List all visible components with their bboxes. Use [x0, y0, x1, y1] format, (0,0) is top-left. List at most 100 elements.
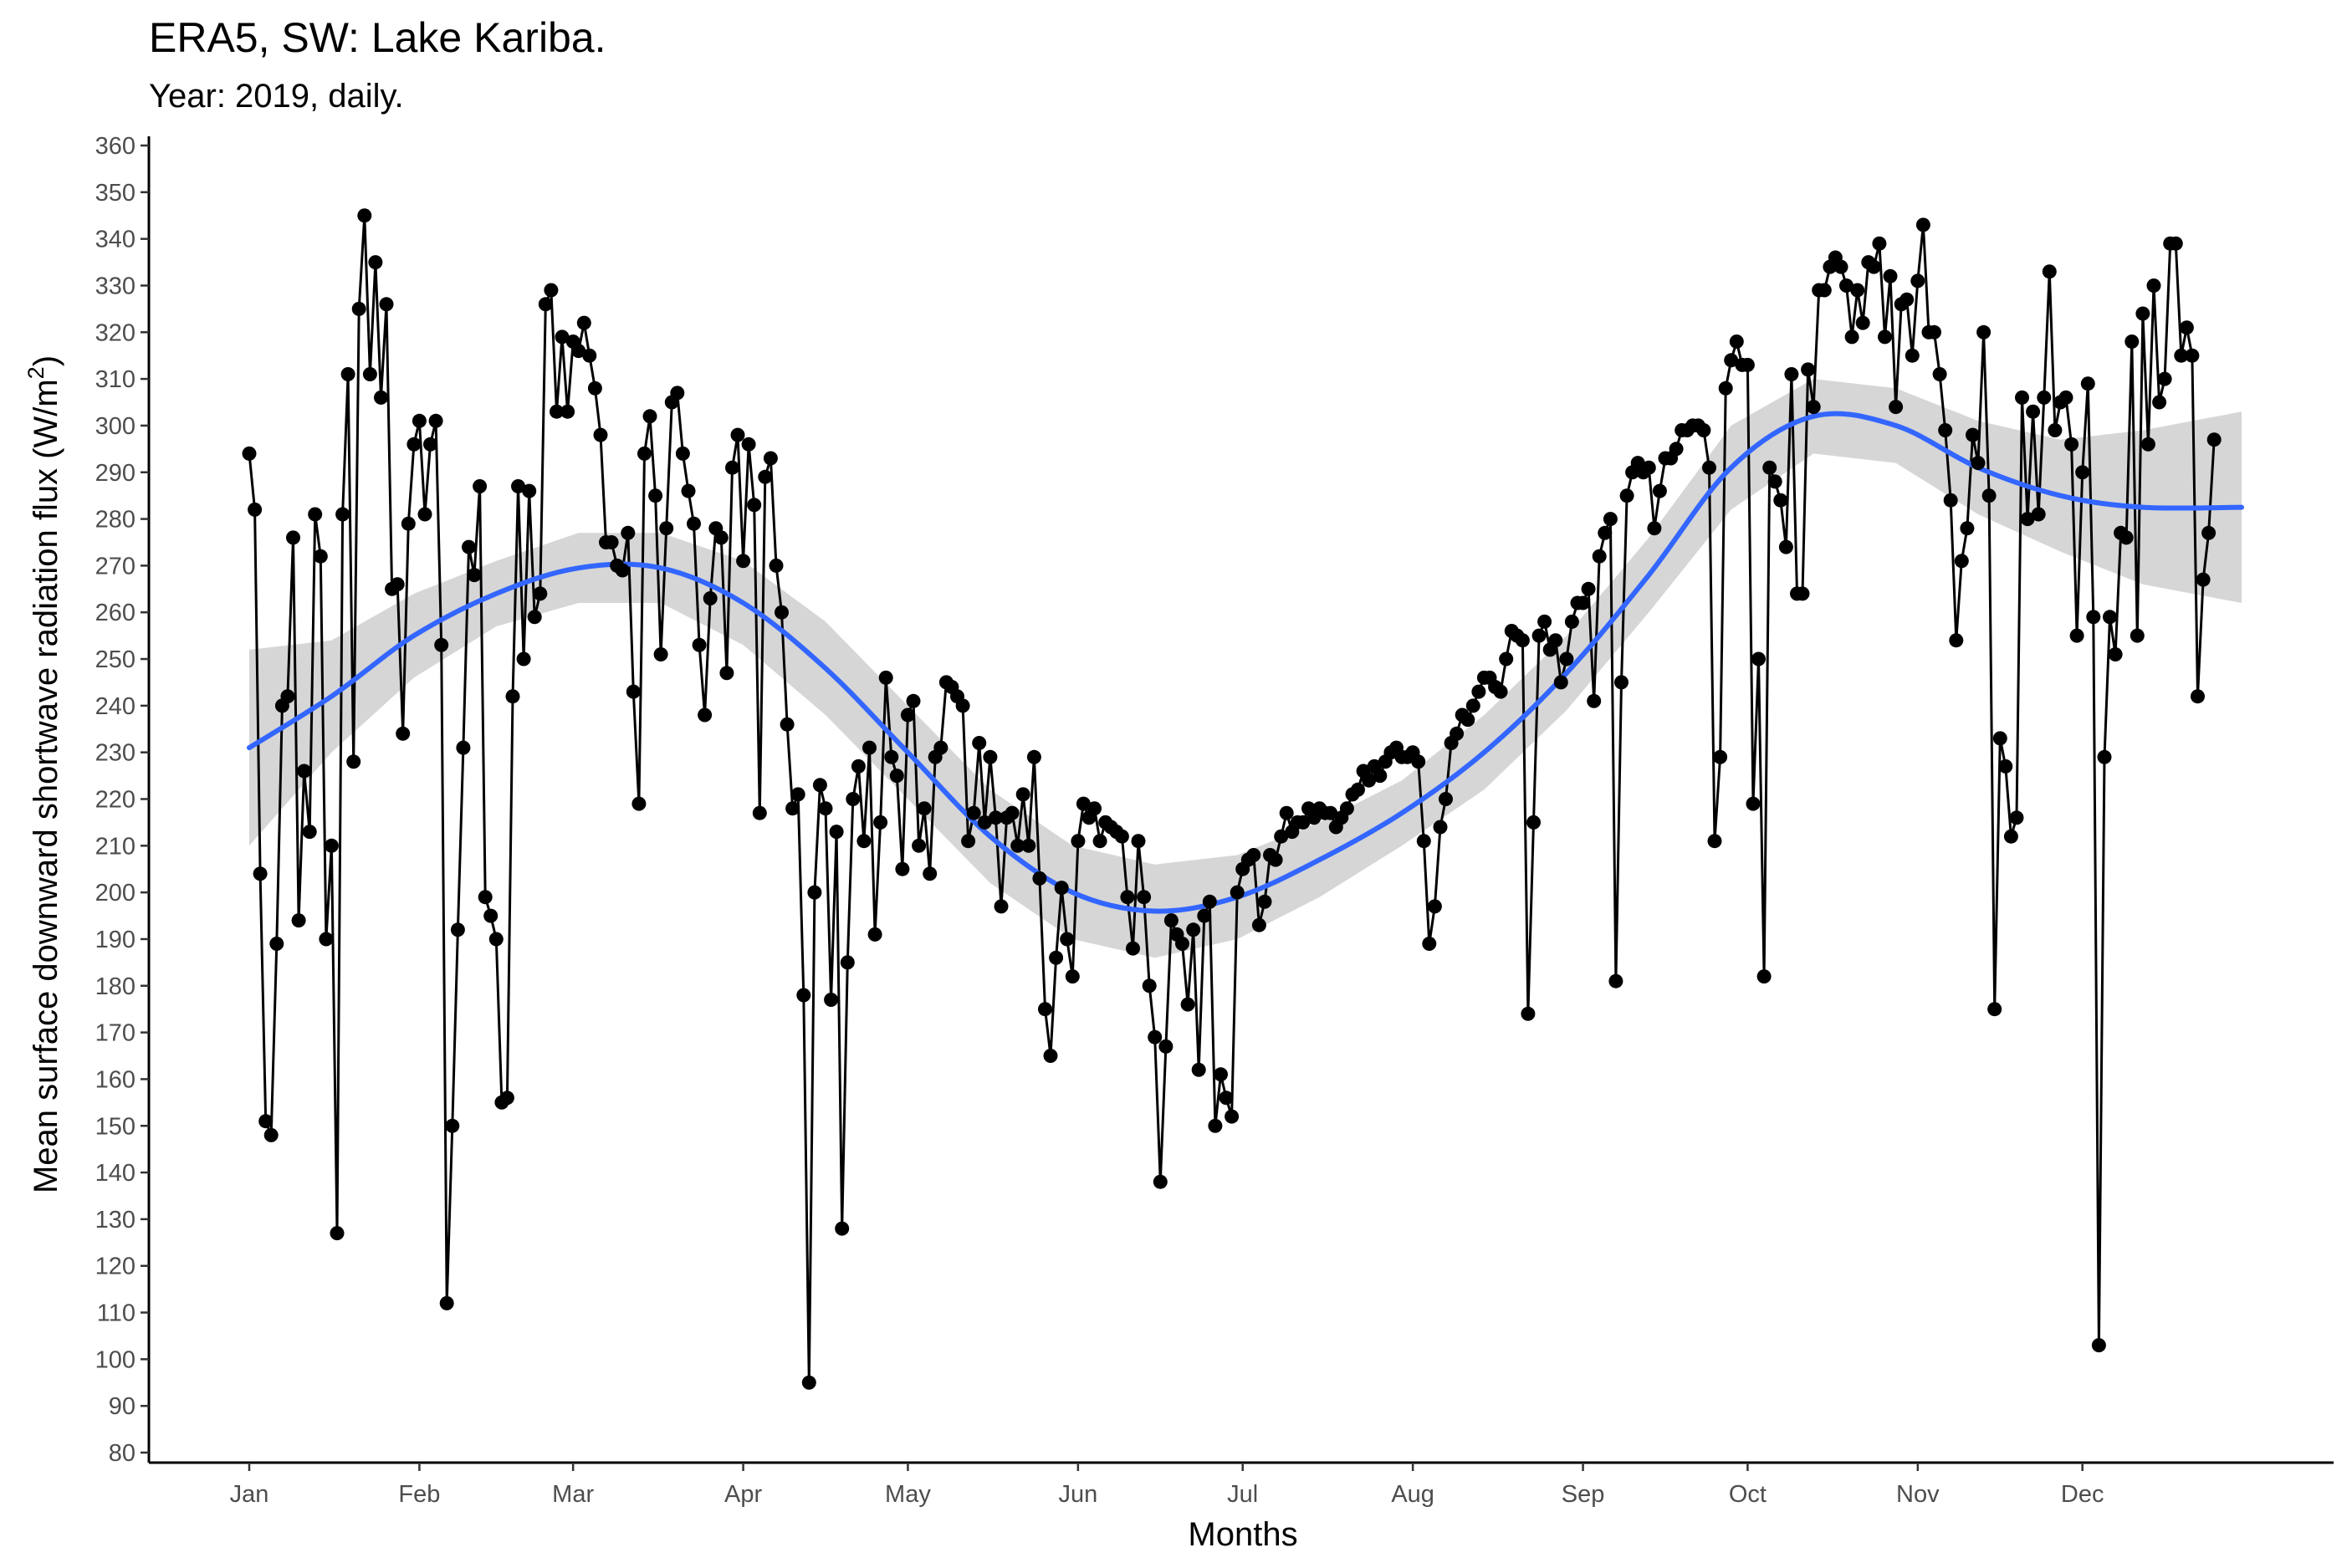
- data-point: [1966, 427, 1980, 442]
- data-point: [1005, 805, 1020, 820]
- data-point: [1740, 357, 1755, 372]
- y-tick-label: 310: [95, 366, 135, 393]
- data-point: [1641, 460, 1656, 475]
- y-tick-label: 290: [95, 460, 135, 487]
- data-point: [1460, 712, 1475, 728]
- x-tick-label: Aug: [1391, 1481, 1434, 1508]
- data-point: [1531, 628, 1547, 643]
- y-tick-label: 320: [95, 319, 135, 346]
- data-point: [2130, 628, 2145, 643]
- data-point: [340, 367, 355, 381]
- data-point: [1801, 362, 1816, 377]
- data-point: [346, 754, 361, 769]
- data-point: [1153, 1174, 1168, 1189]
- data-point: [637, 446, 652, 461]
- data-point: [1559, 651, 1574, 667]
- y-tick-label: 200: [95, 880, 135, 907]
- data-point: [335, 507, 350, 522]
- data-point: [703, 591, 718, 605]
- data-point: [2157, 371, 2172, 386]
- data-point: [1746, 796, 1761, 811]
- data-point: [2020, 512, 2035, 527]
- data-point: [790, 787, 805, 802]
- data-point: [302, 825, 317, 840]
- data-point: [505, 689, 520, 704]
- data-point: [1878, 329, 1892, 345]
- data-point: [1225, 1109, 1240, 1124]
- data-point: [1724, 353, 1739, 368]
- data-point: [2174, 348, 2189, 363]
- data-point: [2124, 335, 2140, 349]
- data-point: [390, 577, 405, 592]
- data-point: [1889, 400, 1904, 415]
- data-point: [829, 825, 844, 840]
- data-point: [1175, 937, 1189, 951]
- data-point: [670, 386, 685, 401]
- data-point: [977, 815, 992, 830]
- data-point: [1416, 834, 1431, 849]
- data-point: [2191, 689, 2205, 704]
- data-point: [2179, 320, 2194, 335]
- data-point: [1647, 521, 1662, 536]
- data-point: [775, 605, 789, 620]
- data-point: [1850, 283, 1865, 298]
- data-point: [1465, 698, 1480, 713]
- data-point: [2201, 525, 2217, 540]
- data-point: [1323, 805, 1338, 820]
- data-point: [1268, 852, 1283, 867]
- data-point: [533, 586, 548, 601]
- data-point: [856, 834, 872, 849]
- data-point: [1537, 614, 1552, 629]
- data-point: [1883, 268, 1898, 283]
- data-point: [752, 805, 767, 820]
- data-point: [972, 736, 987, 750]
- data-point: [983, 749, 998, 764]
- data-point: [571, 344, 586, 359]
- data-point: [412, 413, 427, 428]
- data-point: [1987, 1002, 2002, 1017]
- data-point: [1899, 292, 1915, 307]
- data-point: [1707, 834, 1722, 849]
- data-point: [851, 758, 866, 774]
- data-point: [511, 479, 525, 493]
- data-point: [286, 530, 300, 545]
- data-point: [1702, 460, 1716, 475]
- data-point: [467, 568, 482, 583]
- data-point: [417, 507, 432, 522]
- data-point: [297, 764, 312, 779]
- data-point: [462, 539, 476, 554]
- data-point: [550, 404, 564, 419]
- y-axis-title-end: ): [28, 355, 64, 366]
- x-tick-label: Mar: [552, 1481, 594, 1508]
- data-point: [1126, 941, 1140, 956]
- data-point: [840, 955, 855, 970]
- data-point: [1872, 236, 1887, 251]
- data-point: [1718, 381, 1733, 396]
- data-point: [1844, 329, 1859, 345]
- y-tick-label: 230: [95, 740, 135, 767]
- data-point: [1713, 749, 1728, 764]
- data-point: [319, 932, 334, 947]
- y-tick-label: 350: [95, 180, 135, 207]
- y-tick-label: 250: [95, 646, 135, 673]
- data-point: [692, 637, 707, 652]
- data-point: [1158, 1039, 1173, 1054]
- data-point: [912, 838, 927, 853]
- data-point: [280, 689, 295, 704]
- data-point: [1038, 1002, 1052, 1017]
- data-point: [374, 390, 388, 405]
- chart-subtitle: Year: 2019, daily.: [149, 78, 404, 115]
- data-point: [780, 717, 795, 732]
- data-point: [1148, 1029, 1163, 1044]
- chart-title: ERA5, SW: Lake Kariba.: [149, 14, 606, 61]
- y-tick-label: 300: [95, 413, 135, 440]
- data-point: [576, 315, 591, 330]
- data-point: [1981, 488, 1997, 503]
- data-point: [725, 460, 739, 475]
- data-point: [1450, 726, 1465, 741]
- data-point: [1214, 1067, 1228, 1082]
- data-point: [687, 516, 701, 531]
- data-point: [713, 530, 729, 545]
- data-point: [456, 740, 471, 755]
- data-point: [769, 558, 784, 573]
